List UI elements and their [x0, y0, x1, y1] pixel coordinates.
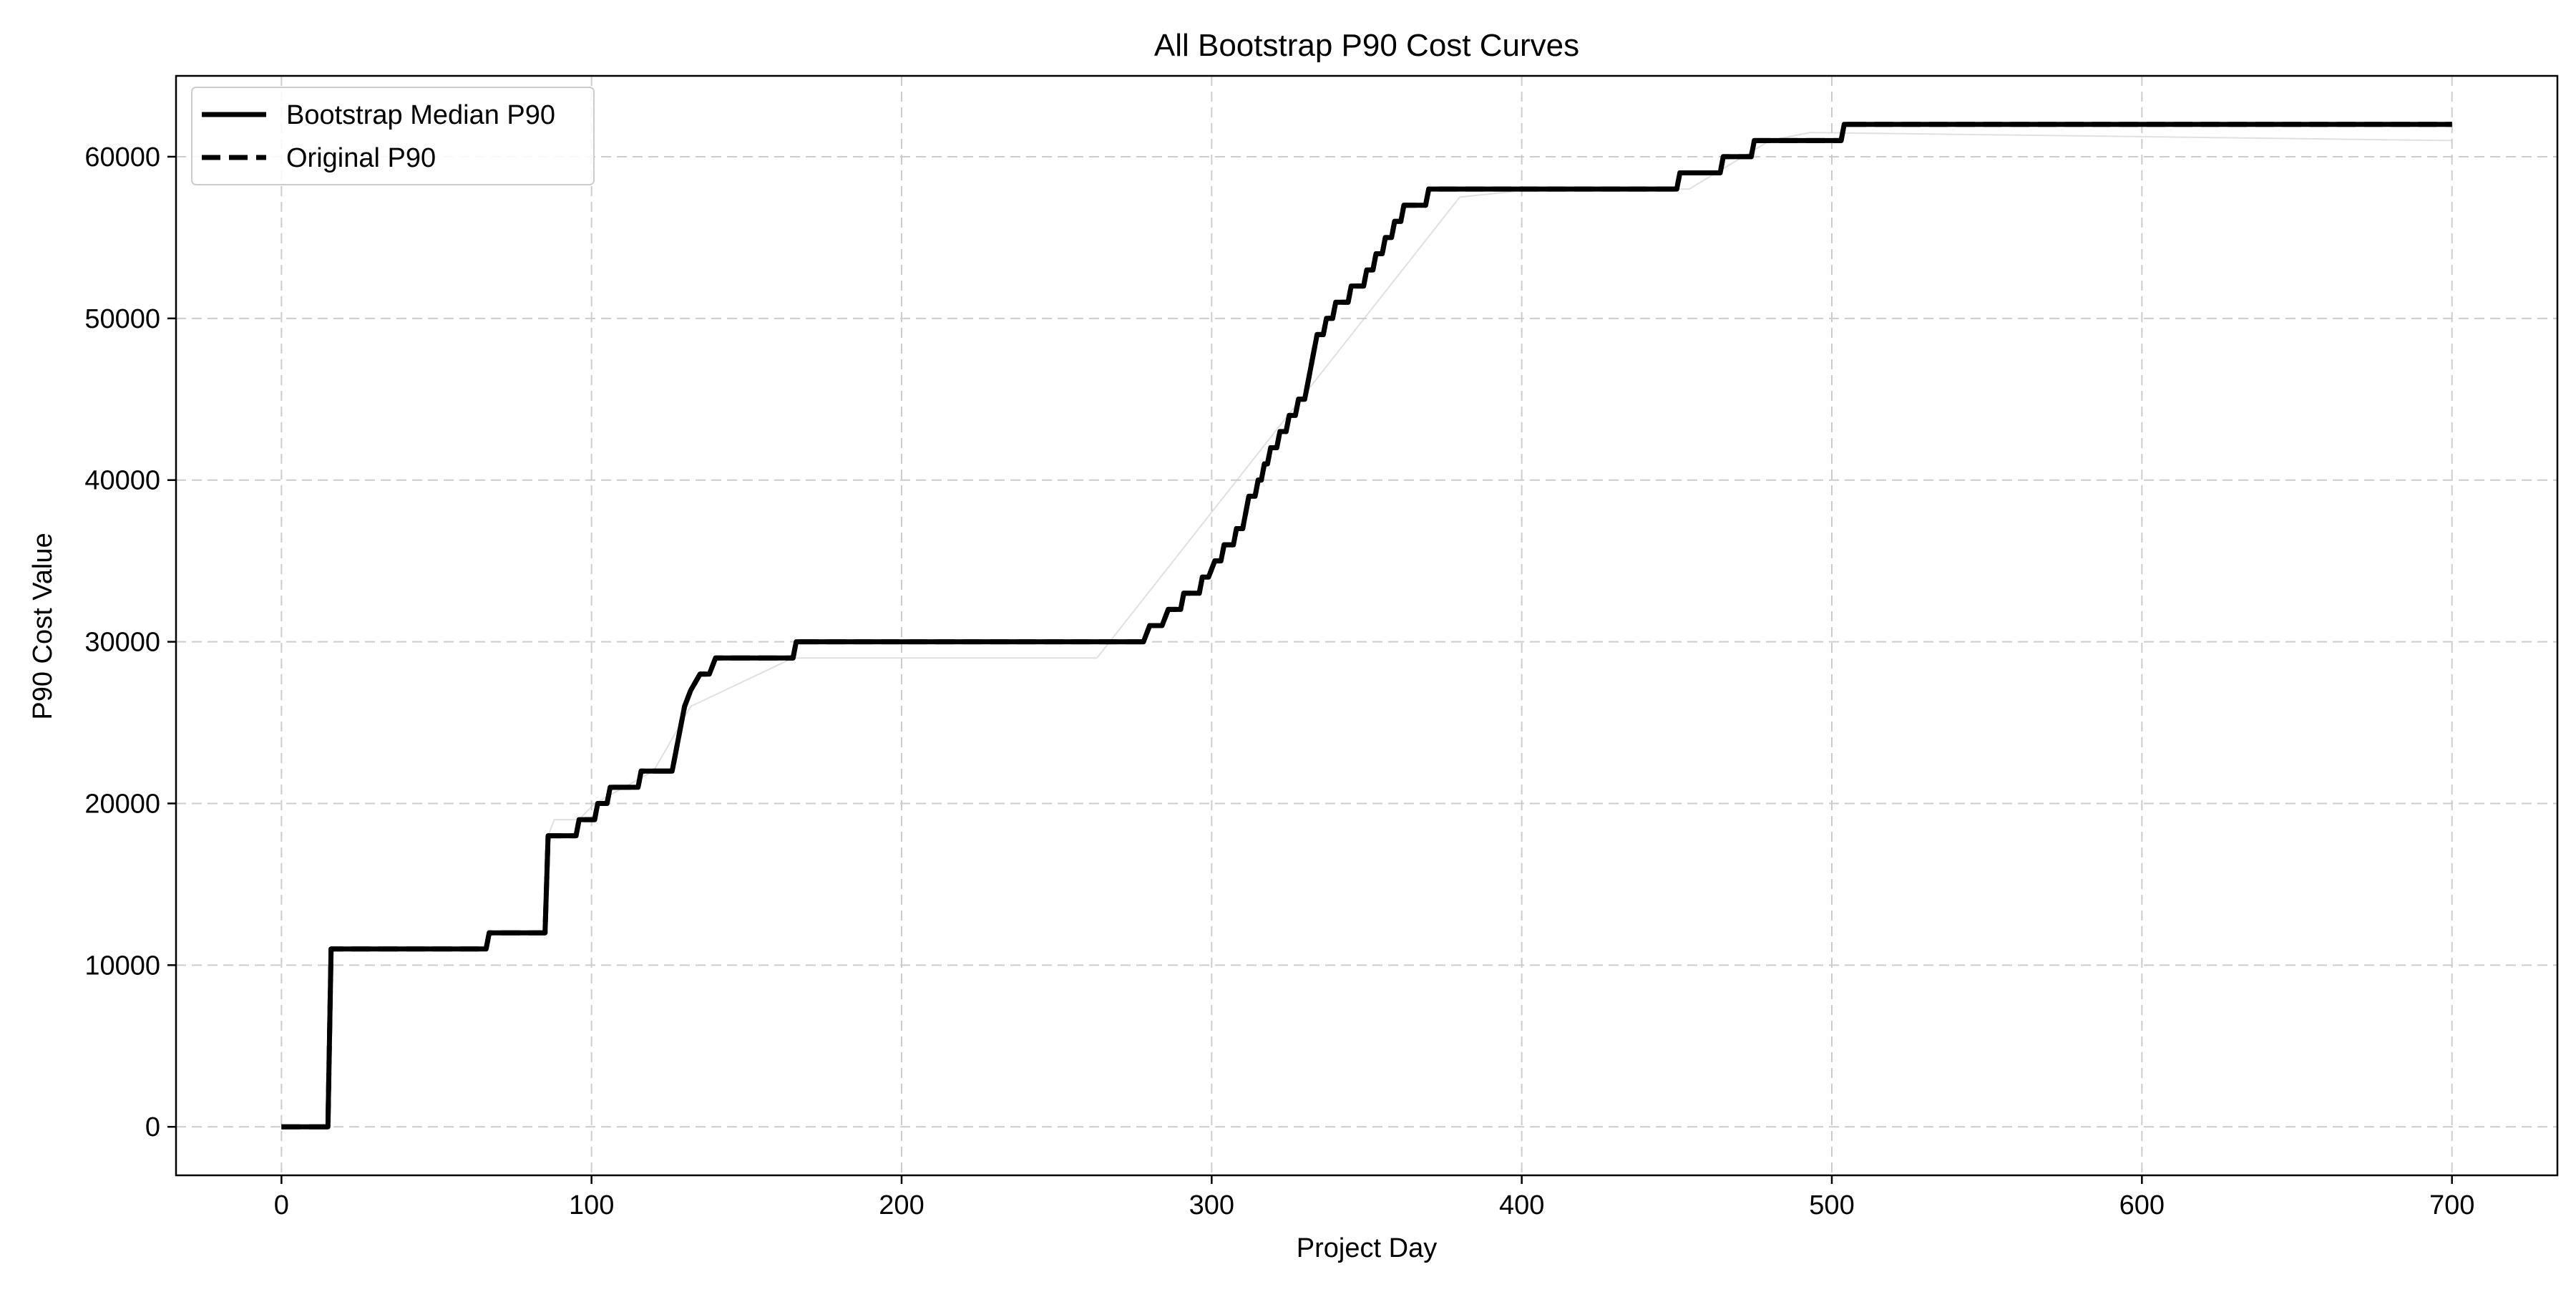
- x-axis-label: Project Day: [1297, 1233, 1437, 1263]
- y-tick-label: 0: [145, 1112, 160, 1142]
- x-tick-label: 700: [2429, 1190, 2474, 1220]
- x-tick-label: 300: [1189, 1190, 1234, 1220]
- y-tick-label: 20000: [84, 789, 160, 819]
- x-tick-label: 600: [2119, 1190, 2165, 1220]
- y-tick-label: 50000: [84, 304, 160, 334]
- legend-box: [191, 87, 595, 185]
- x-tick-label: 200: [879, 1190, 924, 1220]
- legend-label-bootstrap-median: Bootstrap Median P90: [286, 100, 555, 130]
- legend: Bootstrap Median P90 Original P90: [191, 87, 595, 185]
- legend-label-original: Original P90: [286, 143, 436, 173]
- y-tick-label: 60000: [84, 142, 160, 173]
- x-tick-label: 400: [1499, 1190, 1544, 1220]
- plot-frame: [175, 74, 2559, 1177]
- x-tick-label: 100: [569, 1190, 614, 1220]
- chart-title: All Bootstrap P90 Cost Curves: [1154, 28, 1579, 63]
- y-axis-label: P90 Cost Value: [28, 533, 58, 719]
- grid: [176, 76, 2557, 1175]
- x-tick-label: 0: [274, 1190, 289, 1220]
- x-tick-label: 500: [1809, 1190, 1854, 1220]
- series-line-bootstrap-median: [281, 122, 2452, 1130]
- series-layer: [281, 122, 2452, 1130]
- y-tick-label: 30000: [84, 628, 160, 658]
- y-tick-label: 10000: [84, 951, 160, 981]
- y-tick-label: 40000: [84, 466, 160, 496]
- axis-ticks: 0 100 200 300 400 500 600 700 0 10000 20000 30000 40…: [84, 142, 2474, 1220]
